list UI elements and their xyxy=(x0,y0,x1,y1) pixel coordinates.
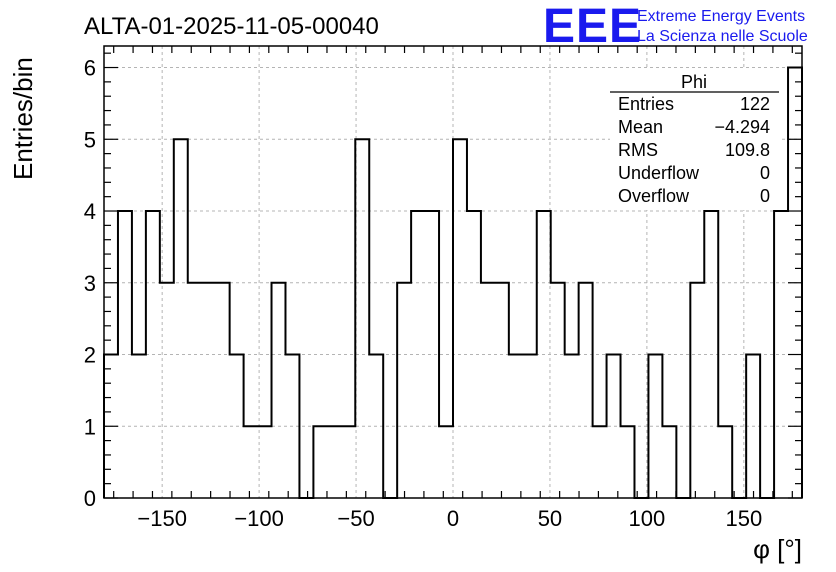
histogram-bin xyxy=(718,426,732,498)
histogram-bin xyxy=(202,283,216,498)
logo-line-1: Extreme Energy Events xyxy=(637,8,805,25)
stats-value: 0 xyxy=(760,163,770,183)
x-tick-label: 150 xyxy=(725,506,762,531)
histogram-outline xyxy=(103,66,803,499)
x-tick-label: −100 xyxy=(234,506,284,531)
y-tick-label: 4 xyxy=(84,199,96,224)
histogram-bin xyxy=(662,426,676,498)
histogram-bin xyxy=(551,283,565,498)
histogram-bin xyxy=(579,283,593,498)
logo-line-2: La Scienza nelle Scuole xyxy=(637,28,808,45)
x-tick-label: −50 xyxy=(337,506,374,531)
y-axis-label: Entries/bin xyxy=(8,57,38,180)
histogram-bins xyxy=(103,66,803,499)
histogram-bin xyxy=(690,283,704,498)
stats-box-background xyxy=(610,70,780,210)
y-tick-label: 2 xyxy=(84,343,96,368)
stats-header: Phi xyxy=(681,72,707,92)
histogram-bin xyxy=(272,283,286,498)
histogram-bin xyxy=(495,283,509,498)
x-tick-label: 100 xyxy=(629,506,666,531)
stats-box: Phi Entries 122 Mean −4.294 RMS 109.8 Underflo… xyxy=(610,70,780,210)
histogram-bin xyxy=(216,283,230,498)
histogram-bin xyxy=(188,283,202,498)
histogram-bin xyxy=(355,139,369,498)
stats-label: Overflow xyxy=(618,186,690,206)
stats-rows: Entries 122 Mean −4.294 RMS 109.8 Underflow 0 Ov… xyxy=(618,94,770,206)
histogram-bin xyxy=(258,426,272,498)
histogram-bin xyxy=(481,283,495,498)
histogram-bin xyxy=(327,426,341,498)
histogram-bin xyxy=(453,139,467,498)
histogram-bin xyxy=(174,139,188,498)
x-tick-label: 50 xyxy=(538,506,562,531)
tick-labels: −150 −100 −50 0 50 100 150 0 1 2 3 4 5 6 xyxy=(84,56,762,531)
histogram-bin xyxy=(397,283,411,498)
x-tick-label: −150 xyxy=(137,506,187,531)
histogram-bin xyxy=(593,426,607,498)
y-tick-label: 1 xyxy=(84,414,96,439)
x-tick-label: 0 xyxy=(447,506,459,531)
stats-value: −4.294 xyxy=(714,117,770,137)
chart-title: ALTA-01-2025-11-05-00040 xyxy=(84,13,379,40)
histogram-bin xyxy=(341,426,355,498)
stats-value: 109.8 xyxy=(725,140,770,160)
histogram-bin xyxy=(313,426,327,498)
eee-logo: EEE xyxy=(543,0,642,53)
y-tick-label: 5 xyxy=(84,127,96,152)
y-tick-label: 0 xyxy=(84,486,96,511)
stats-label: Underflow xyxy=(618,163,700,183)
stats-value: 0 xyxy=(760,186,770,206)
x-axis-label: φ [°] xyxy=(753,534,802,564)
stats-label: Mean xyxy=(618,117,663,137)
y-tick-label: 6 xyxy=(84,56,96,81)
histogram-bin xyxy=(621,426,635,498)
stats-value: 122 xyxy=(740,94,770,114)
stats-label: Entries xyxy=(618,94,674,114)
histogram-bin xyxy=(439,426,453,498)
stats-label: RMS xyxy=(618,140,658,160)
y-tick-label: 3 xyxy=(84,271,96,296)
histogram-bin xyxy=(244,426,258,498)
